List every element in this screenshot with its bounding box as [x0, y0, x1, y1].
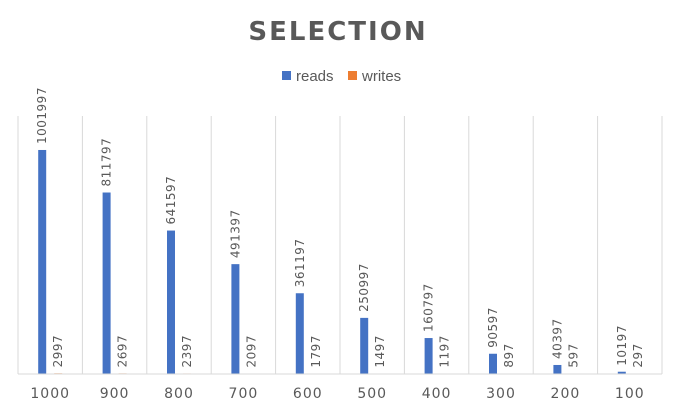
- chart-legend: reads writes: [282, 68, 401, 85]
- bar-reads-200: [553, 364, 562, 374]
- legend-label-reads: reads: [296, 68, 334, 85]
- data-label-writes-800: 2397: [180, 335, 194, 368]
- data-label-writes-900: 2697: [116, 335, 130, 368]
- x-tick-label: 500: [357, 386, 387, 402]
- bar-reads-600: [295, 293, 304, 374]
- bar-reads-1000: [38, 149, 47, 374]
- x-tick-label: 700: [229, 386, 259, 402]
- data-label-writes-1000: 2997: [51, 335, 65, 368]
- bar-reads-500: [360, 317, 369, 374]
- data-label-reads-500: 250997: [357, 263, 371, 312]
- data-label-reads-100: 10197: [615, 325, 629, 366]
- x-tick-label: 900: [100, 386, 130, 402]
- bar-reads-800: [167, 230, 175, 374]
- x-tick-label: 1000: [30, 386, 70, 402]
- x-tick-label: 200: [551, 386, 581, 402]
- bar-reads-400: [424, 338, 433, 374]
- x-axis-ticks: 1000 900 800 700 600 500 400 300 200 100: [30, 386, 645, 402]
- data-label-writes-400: 1197: [438, 335, 452, 368]
- data-label-writes-100: 297: [631, 343, 645, 367]
- data-label-writes-700: 2097: [244, 335, 258, 368]
- legend-label-writes: writes: [361, 68, 401, 85]
- x-tick-label: 400: [422, 386, 452, 402]
- data-label-reads-900: 811797: [100, 138, 114, 187]
- data-labels-group: 1001997 2997 811797 2697 641597 2397 491397 209…: [35, 87, 645, 368]
- x-tick-label: 100: [615, 386, 645, 402]
- legend-swatch-writes: [348, 71, 357, 80]
- data-label-reads-700: 491397: [228, 209, 242, 258]
- bar-reads-700: [231, 264, 240, 374]
- x-tick-label: 800: [164, 386, 194, 402]
- data-label-reads-600: 361197: [293, 238, 307, 287]
- data-label-reads-200: 40397: [550, 318, 564, 359]
- data-label-reads-800: 641597: [164, 176, 178, 225]
- data-label-writes-300: 897: [502, 343, 516, 367]
- data-label-writes-500: 1497: [373, 335, 387, 368]
- x-tick-label: 300: [486, 386, 516, 402]
- legend-swatch-reads: [282, 71, 291, 80]
- bar-reads-900: [102, 192, 111, 374]
- data-label-writes-200: 597: [566, 343, 580, 367]
- bar-reads-300: [489, 353, 497, 374]
- data-label-reads-1000: 1001997: [35, 87, 49, 144]
- bar-reads-100: [617, 371, 626, 374]
- gridlines: [17, 116, 663, 374]
- data-label-reads-400: 160797: [422, 283, 436, 332]
- x-tick-label: 600: [293, 386, 323, 402]
- chart-title: SELECTION: [248, 17, 427, 47]
- data-label-reads-300: 90597: [486, 307, 500, 348]
- bars-group: [38, 149, 642, 374]
- data-label-writes-600: 1797: [309, 335, 323, 368]
